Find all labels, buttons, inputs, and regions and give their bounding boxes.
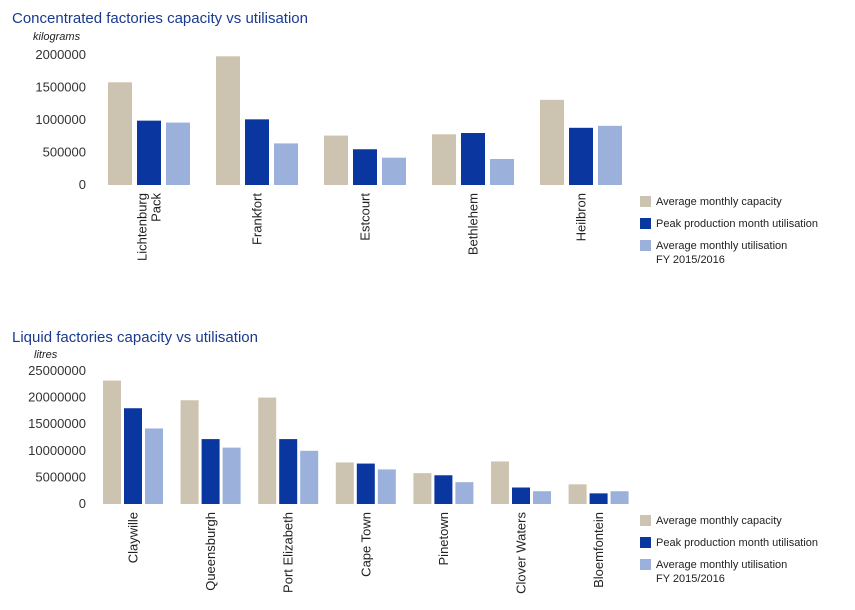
chart-1-legend-label-average: Average monthly utilisation FY 2015/2016 bbox=[656, 240, 787, 266]
chart-1-legend-swatch-peak bbox=[640, 218, 651, 229]
chart-1-bar-capacity bbox=[432, 134, 456, 185]
chart-2-bar-average bbox=[222, 447, 241, 504]
chart-2-bar-peak bbox=[589, 493, 608, 504]
chart-2-legend-label-peak: Peak production month utilisation bbox=[656, 537, 818, 549]
chart-1-legend-label-peak: Peak production month utilisation bbox=[656, 218, 818, 230]
chart-2-bar-capacity bbox=[180, 400, 199, 504]
chart-2-category-label: Queensburgh bbox=[203, 512, 218, 591]
chart-2-bar-average bbox=[610, 491, 629, 504]
chart-2-bar-average bbox=[455, 482, 474, 504]
chart-2-y-unit: litres bbox=[34, 349, 58, 361]
chart-2-bar-average bbox=[300, 450, 319, 504]
chart-2-legend-swatch-average bbox=[640, 559, 651, 570]
chart-1-bar-peak bbox=[353, 149, 377, 185]
chart-1: 0 500000 1000000 1500000 2000000 LichtenburgP… bbox=[35, 47, 818, 266]
chart-1-ytick-label: 0 bbox=[79, 177, 86, 192]
chart-2-ytick-label: 0 bbox=[79, 496, 86, 511]
chart-1-legend-label-capacity: Average monthly capacity bbox=[656, 196, 782, 208]
chart-1-bar-average bbox=[382, 157, 406, 185]
chart-2-category-label: Bloemfontein bbox=[591, 512, 606, 588]
chart-1-ytick-label: 1500000 bbox=[35, 80, 86, 95]
chart-1-y-unit: kilograms bbox=[33, 31, 81, 43]
chart-2-legend-label-capacity: Average monthly capacity bbox=[656, 515, 782, 527]
chart-1-legend-swatch-capacity bbox=[640, 196, 651, 207]
chart-2-category-label: Clover Waters bbox=[514, 512, 529, 594]
chart-2-title: Liquid factories capacity vs utilisation bbox=[12, 329, 258, 346]
chart-2-bar-peak bbox=[356, 463, 375, 504]
chart-2-bar-average bbox=[145, 428, 163, 504]
chart-2-category-label: Claywille bbox=[126, 512, 141, 563]
chart-2-bar-capacity bbox=[258, 397, 277, 504]
chart-2-bar-capacity bbox=[335, 462, 354, 504]
chart-2-ytick-label: 20000000 bbox=[28, 390, 86, 405]
chart-1-ytick-label: 500000 bbox=[43, 145, 86, 160]
chart-2-bar-peak bbox=[124, 408, 142, 504]
chart-2-bar-average bbox=[533, 491, 551, 504]
chart-2-category-label: Cape Town bbox=[358, 512, 373, 577]
chart-2-category-label: Pinetown bbox=[436, 512, 451, 565]
chart-1-category-label: Frankfort bbox=[250, 193, 265, 245]
chart-1-bar-peak bbox=[461, 133, 485, 185]
chart-2-bar-capacity bbox=[491, 461, 509, 504]
chart-1-category-label: LichtenburgPack bbox=[135, 193, 164, 261]
chart-2-ytick-label: 10000000 bbox=[28, 443, 86, 458]
chart-2-category-label: Port Elizabeth bbox=[281, 512, 296, 593]
chart-1-bar-peak bbox=[137, 120, 161, 185]
chart-1-category-label: Bethlehem bbox=[466, 193, 481, 255]
chart-1-title: Concentrated factories capacity vs utili… bbox=[12, 10, 308, 27]
chart-2-bar-average bbox=[377, 469, 396, 504]
chart-2-bar-capacity bbox=[568, 484, 587, 504]
chart-2-bar-peak bbox=[201, 439, 220, 504]
chart-1-bar-peak bbox=[569, 127, 593, 185]
chart-1-bar-capacity bbox=[108, 82, 132, 185]
chart-1-ytick-label: 2000000 bbox=[35, 47, 86, 62]
chart-2: 0 5000000 10000000 15000000 20000000 25000000… bbox=[28, 363, 818, 594]
chart-2-bar-capacity bbox=[413, 473, 432, 504]
chart-1-bar-capacity bbox=[216, 56, 240, 185]
chart-2-legend-swatch-peak bbox=[640, 537, 651, 548]
chart-1-bar-average bbox=[598, 125, 622, 185]
chart-2-bar-peak bbox=[512, 487, 530, 504]
chart-2-bar-peak bbox=[434, 475, 453, 504]
chart-1-bar-average bbox=[490, 159, 514, 185]
chart-2-ytick-label: 25000000 bbox=[28, 363, 86, 378]
chart-1-category-label: Estcourt bbox=[358, 193, 373, 241]
chart-1-legend-swatch-average bbox=[640, 240, 651, 251]
chart-2-bar-capacity bbox=[103, 380, 121, 504]
chart-1-bar-peak bbox=[245, 119, 269, 185]
chart-2-ytick-label: 5000000 bbox=[35, 469, 86, 484]
chart-1-bar-capacity bbox=[324, 135, 348, 185]
chart-1-category-label: Heilbron bbox=[574, 193, 589, 241]
chart-1-ytick-label: 1000000 bbox=[35, 112, 86, 127]
chart-1-bar-capacity bbox=[540, 99, 564, 185]
chart-2-bar-peak bbox=[279, 439, 298, 504]
chart-2-legend-swatch-capacity bbox=[640, 515, 651, 526]
chart-1-bar-average bbox=[166, 122, 190, 185]
chart-2-ytick-label: 15000000 bbox=[28, 416, 86, 431]
chart-2-legend-label-average: Average monthly utilisation FY 2015/2016 bbox=[656, 559, 787, 585]
chart-1-bar-average bbox=[274, 143, 298, 185]
